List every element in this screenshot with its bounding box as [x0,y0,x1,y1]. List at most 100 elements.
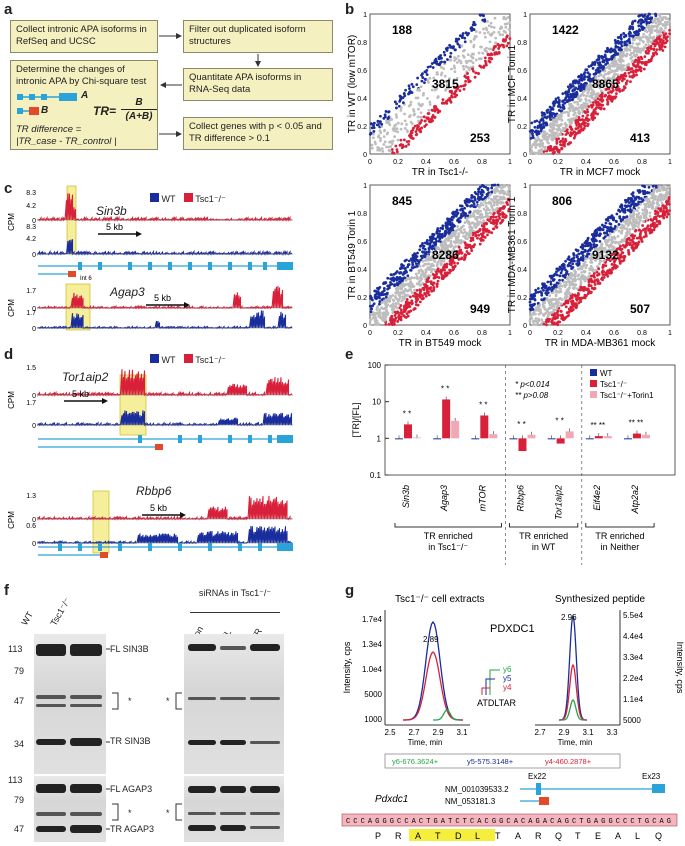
scatter-ylabel: TR in WT (low mTOR) [347,35,358,134]
bar-frame [384,364,676,476]
flow-box-quantitate: Quantitate APA isoforms in RNA-Seq data [183,68,333,101]
ms-peak [558,613,588,721]
ms-aa: E [595,831,601,841]
ms-aa: Q [555,831,562,841]
bar [641,434,650,439]
ms-xlabel-left: Time, min [408,738,443,747]
sirna-title: siRNAs in Tsc1⁻/⁻ [198,588,272,598]
ms-aa: A [615,831,621,841]
bar [632,433,641,439]
track-ytick: 0.6 [26,523,36,530]
scatter-ytick: 1 [363,183,367,190]
scale-arrow [184,302,190,308]
scale-label: 5 kb [72,389,89,399]
bar [565,431,574,439]
scatter-count-up: 806 [552,194,572,208]
lane-wt: WT [19,609,35,627]
scale-label: 5 kb [106,222,123,232]
cpm-label: CPM [7,213,16,231]
ms-ytick-right: 2.2e4 [623,674,644,683]
scatter-xtick: 0 [368,330,372,337]
ms-ytick-left: 1.7e4 [362,615,383,624]
bar-category: mTOR [477,485,487,512]
scatter-xlabel: TR in MCF7 mock [560,167,642,178]
mw-79-top: 79 [14,666,25,676]
ms-ytick-right: 4.4e4 [623,632,644,641]
track-ytick: 1.7 [26,400,36,407]
bar-ytick: 1 [377,434,382,443]
bar [442,399,451,439]
scatter-ytick: 0.2 [517,124,527,131]
ms-ylabel-right: Intensity, cps [675,642,685,694]
exon [138,435,142,443]
ms-aa: A [515,831,521,841]
scatter-ytick: 0.6 [517,239,527,246]
legend-c: WT Tsc1⁻/⁻ [150,193,226,205]
bar [556,438,565,444]
chi-square-text: Determine the changes of intronic APA by… [16,64,147,87]
ms-ion-bracket [485,678,495,695]
ms-peak [432,709,462,721]
bar-ytick: 10 [372,398,381,407]
ms-xtick-left: 2.9 [432,728,444,737]
exon [208,543,212,551]
bar-ytick: 100 [368,361,382,370]
ms-ytick-right: 5000 [623,716,641,725]
blot-connectors [106,648,182,830]
scatter-xtick: 0 [368,159,372,166]
legend-label: Tsc1⁻/⁻+Torin1 [600,391,654,400]
intronic-pa-exon [100,552,108,558]
scatter-xtick: 0.6 [609,159,619,166]
ms-peak [402,651,464,721]
track-ytick: 8.3 [26,224,36,231]
track-ytick: 0 [32,541,36,548]
panel-label-f: f [4,582,9,599]
gene-agap3: Agap3 [110,285,145,299]
scatter-xtick: 0.6 [449,159,459,166]
exon [168,262,172,270]
ms-aa: L [475,831,480,841]
legend-swatch [590,369,597,376]
scatter-xlabel: TR in BT549 mock [399,338,483,349]
ms-ytick-right: 3.3e4 [623,653,644,662]
ms-ytick-right: 5.5e4 [623,611,644,620]
scatter-xlabel: TR in MDA-MB361 mock [545,338,657,349]
tr-formula-denominator: (A+B) [125,111,153,122]
ms-xlabel-right: Time, min [558,738,593,747]
scatter-count-up: 845 [392,194,412,208]
panel-label-g: g [345,582,355,599]
label-fl-sin3b: FL SIN3B [110,644,149,654]
panel-label-e: e [345,346,354,363]
sig-stars: ** ** [590,421,605,430]
legend-tsc-swatch-d [183,354,193,363]
bar [413,437,421,439]
scatter-ytick: 0 [523,152,527,159]
ms-xtick-left: 2.7 [408,728,420,737]
label-fl-agap3: FL AGAP3 [110,784,153,794]
cpm-label: CPM [7,391,16,409]
ms-xtick-right: 3.3 [606,728,618,737]
ms-peptide: ATDLTAR [477,698,517,708]
intron-label-sin3b: Int 6 [80,276,92,282]
scatter-xtick: 0.6 [609,330,619,337]
group-label-line2: in WT [532,542,556,552]
scatter-count-down: 507 [630,302,650,316]
ms-peak [558,663,588,721]
flow-box-filter: Filter out duplicated isoform structures [183,20,333,53]
bar [623,438,632,440]
exon [118,543,122,551]
scatter-xtick: 0 [528,159,532,166]
exon [178,435,182,443]
scatter-xtick: 1 [668,330,672,337]
ms-gene: Pdxdc1 [375,794,408,805]
ms-aa: R [395,831,402,841]
ms-title-left: Tsc1⁻/⁻ cell extracts [395,594,484,605]
sig-stars: * * [479,400,487,409]
track-ytick: 0 [32,326,36,333]
ms-xtick-left: 2.5 [384,728,396,737]
intronic-pa-exon [68,271,76,277]
exon [128,262,132,270]
cpm-label: CPM [7,511,16,529]
ms-ion-label: y5 [503,674,512,683]
